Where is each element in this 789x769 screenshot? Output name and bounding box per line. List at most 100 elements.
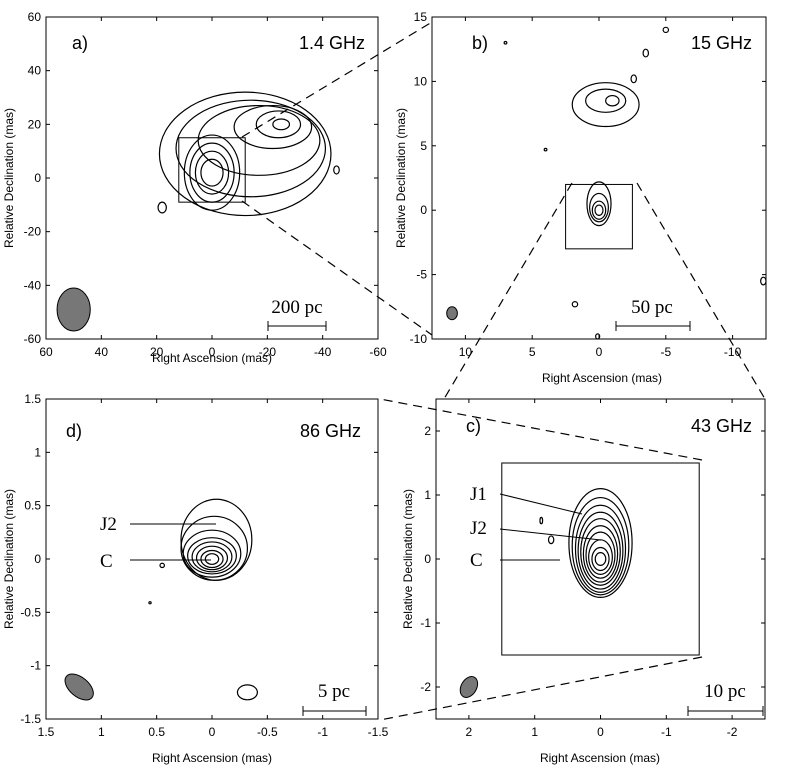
x-tick-label: -40 (314, 345, 332, 359)
contour-level (595, 333, 601, 340)
contour-level (255, 110, 302, 139)
x-tick-label: 1 (98, 725, 105, 739)
panel-c-label-c: C (470, 550, 483, 571)
x-tick-label: -20 (259, 345, 277, 359)
x-tick-label: 5 (529, 345, 536, 359)
y-tick-label: 1 (424, 488, 431, 502)
connector-b-c-left (443, 182, 573, 400)
y-tick-label: 0 (420, 203, 427, 217)
contour-level (200, 549, 224, 569)
panel-b-frequency: 15 GHz (691, 33, 752, 53)
contour-level (236, 684, 258, 701)
contour-level (594, 204, 604, 216)
panel-d-xlabel: Right Ascension (mas) (152, 751, 272, 765)
y-tick-label: 1 (34, 445, 41, 459)
contour-level (195, 545, 229, 571)
panel-d-yticks: -1.5 -1 -0.5 0 0.5 1 1.5 (20, 392, 378, 726)
contour-level (157, 201, 167, 214)
panel-b-contours (503, 26, 767, 340)
x-tick-label: -1.5 (368, 725, 389, 739)
contour-level (204, 553, 220, 565)
panel-b-yticks: -10 -5 0 5 10 15 (410, 10, 766, 346)
connector-c-d-top (379, 398, 703, 461)
x-tick-label: 0 (597, 725, 604, 739)
y-tick-label: 40 (28, 64, 42, 78)
x-tick-label: 1.5 (38, 725, 55, 739)
panel-c-component-labels: J1 J2 C (470, 484, 602, 571)
x-tick-label: -2 (727, 725, 738, 739)
contour-level (233, 104, 313, 150)
panel-d-frequency: 86 GHz (300, 421, 361, 441)
panel-c-contours (539, 488, 633, 599)
y-tick-label: 5 (420, 139, 427, 153)
panel-a-contours (157, 91, 340, 217)
x-tick-label: 0 (596, 345, 603, 359)
panel-d-xticks: 1.5 1 0.5 0 -0.5 -1 -1.5 (38, 399, 389, 739)
panel-b-scalebar: 50 pc (615, 297, 691, 331)
panel-a: a) 1.4 GHz 200 pc 60 40 20 0 -20 -40 -60 -60 -4… (2, 10, 387, 365)
connector-a-b-top (241, 21, 433, 138)
panel-c-scalebar-label: 10 pc (704, 681, 746, 702)
x-tick-label: -60 (369, 345, 387, 359)
contour-level (577, 511, 624, 590)
contour-level (547, 535, 555, 545)
panel-a-xticks: 60 40 20 0 -20 -40 -60 (39, 17, 387, 359)
panel-d-ylabel: Relative Declination (mas) (2, 489, 16, 629)
contour-level (175, 99, 327, 198)
contour-level (571, 301, 579, 308)
panel-a-label: a) (72, 33, 88, 53)
panel-c-pointer-j2 (499, 528, 602, 541)
y-tick-label: -10 (410, 332, 428, 346)
contour-level (662, 26, 670, 34)
panel-b-zoom-box (565, 183, 633, 250)
zoom-connectors (241, 21, 766, 721)
contour-level (568, 488, 633, 599)
contour-level (580, 518, 621, 586)
y-tick-label: 60 (28, 10, 42, 24)
panel-d-beam (64, 673, 94, 701)
y-tick-label: 0 (424, 552, 431, 566)
contour-level (189, 142, 235, 203)
panel-c-beam (459, 676, 479, 698)
panel-a-scalebar: 200 pc (267, 297, 327, 331)
panel-a-yticks: -60 -40 -20 0 20 40 60 (24, 10, 378, 346)
y-tick-label: 2 (424, 424, 431, 438)
x-tick-label: 2 (466, 725, 473, 739)
connector-c-d-bottom (379, 656, 703, 721)
contour-level (180, 498, 253, 581)
panel-c-frequency: 43 GHz (691, 416, 752, 436)
y-tick-label: 0 (34, 171, 41, 185)
panel-c: c) 43 GHz J1 J2 C 10 pc 2 1 0 -1 -2 -2-1012 … (401, 398, 766, 765)
x-tick-label: 1 (531, 725, 538, 739)
panel-b-xticks: 10 5 0 -5 -10 (459, 17, 742, 359)
panel-a-scalebar-label: 200 pc (271, 297, 322, 318)
contour-level (158, 91, 332, 217)
contour-level (200, 158, 224, 187)
contour-level (589, 192, 609, 223)
connector-b-c-right (636, 182, 766, 400)
x-tick-label: 40 (95, 345, 109, 359)
panel-b: b) 15 GHz 50 pc 10 5 0 -5 -10 -10 -5 0 5 10 15 Ri… (394, 10, 767, 385)
y-tick-label: 0.5 (24, 499, 41, 513)
connector-a-b-bottom (241, 200, 433, 336)
panel-d: d) 86 GHz J2 C 5 pc 1.5 1 0.5 0 -0.5 -1 -1.5 -… (2, 392, 389, 765)
y-tick-label: 0 (34, 552, 41, 566)
panel-a-ylabel: Relative Declination (mas) (2, 108, 16, 248)
panel-b-ylabel: Relative Declination (mas) (394, 108, 408, 248)
contour-level (571, 82, 640, 128)
x-tick-label: 60 (39, 345, 53, 359)
y-tick-label: 10 (414, 74, 428, 88)
panel-a-zoom-box (178, 137, 246, 203)
contour-level (642, 48, 650, 58)
y-tick-label: 1.5 (24, 392, 41, 406)
contour-level (183, 134, 241, 211)
panel-d-component-labels: J2 C (100, 514, 216, 572)
panel-c-xlabel: Right Ascension (mas) (540, 751, 660, 765)
panel-a-xlabel: Right Ascension (mas) (152, 351, 272, 365)
panel-a-frequency: 1.4 GHz (299, 33, 365, 53)
panel-b-xlabel: Right Ascension (mas) (542, 371, 662, 385)
x-tick-label: -0.5 (257, 725, 278, 739)
x-tick-label: 10 (459, 345, 473, 359)
panel-d-scalebar-label: 5 pc (318, 681, 350, 702)
